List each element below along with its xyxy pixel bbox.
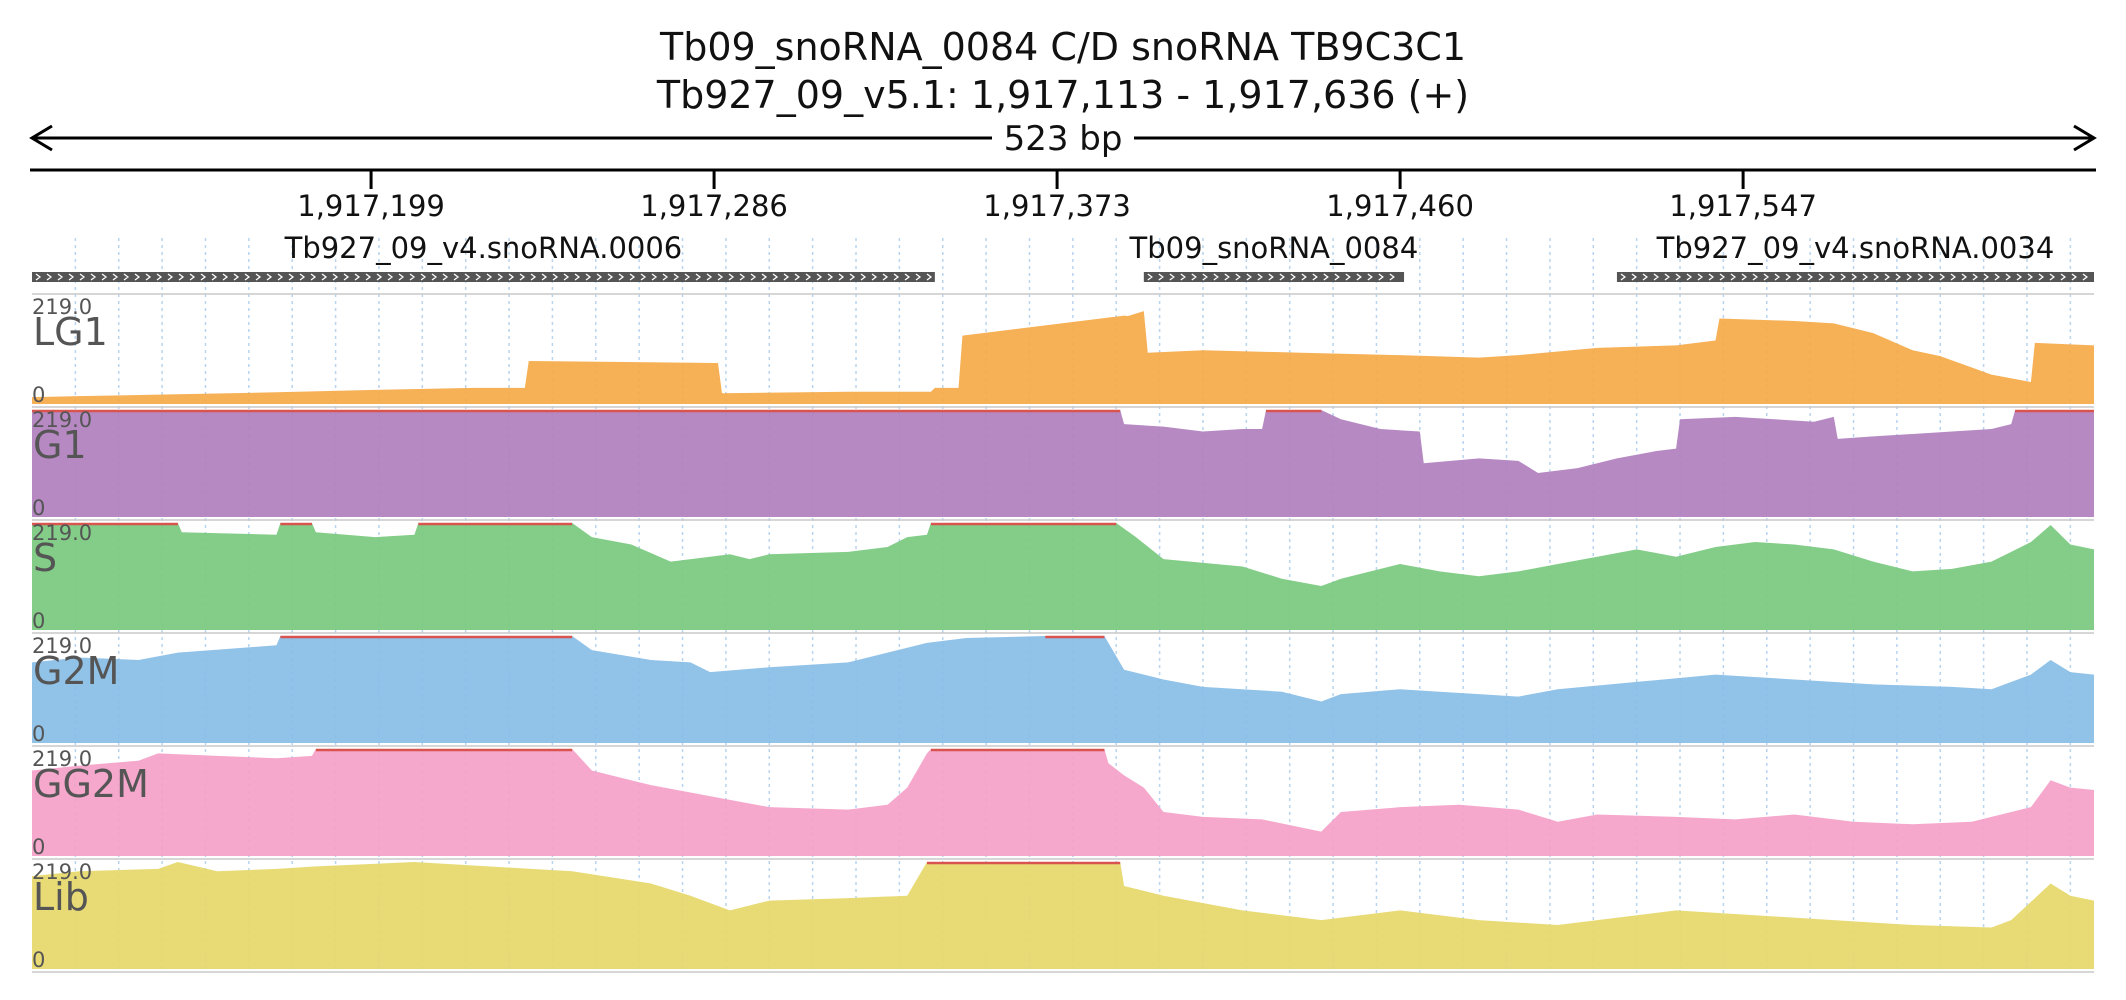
coverage-area <box>32 749 2094 856</box>
track-min-label: 0 <box>32 609 45 633</box>
coverage-area <box>32 523 2094 630</box>
span-arrow-left <box>29 124 53 152</box>
coverage-tracks: LG1219.00G1219.00S219.00G2M219.00GG2M219… <box>32 293 2094 973</box>
track-max-label: 219.0 <box>32 860 92 884</box>
feature-strand-arrows <box>1147 273 1395 281</box>
coverage-area <box>32 636 2094 743</box>
title-line-2: Tb927_09_v5.1: 1,917,113 - 1,917,636 (+) <box>656 73 1469 117</box>
feature-bar <box>1143 272 1405 282</box>
track-min-label: 0 <box>32 835 45 859</box>
feature-label: Tb927_09_v4.snoRNA.0034 <box>1656 231 2055 265</box>
span-arrow-right <box>2073 124 2097 152</box>
track-min-label: 0 <box>32 496 45 520</box>
track-max-label: 219.0 <box>32 634 92 658</box>
track-name: GG2M <box>33 762 149 806</box>
track-max-label: 219.0 <box>32 521 92 545</box>
span-indicator: 523 bp <box>29 119 2097 159</box>
feature-label: Tb927_09_v4.snoRNA.0006 <box>284 231 683 265</box>
track-name: LG1 <box>33 310 108 354</box>
feature-strand-arrows <box>1620 273 2089 281</box>
track-max-label: 219.0 <box>32 295 92 319</box>
feature-strand-arrows <box>35 273 933 281</box>
track-min-label: 0 <box>32 722 45 746</box>
coverage-area <box>32 862 2094 969</box>
coordinate-ticks: 1,917,199 1,917,286 1,917,373 1,917,460 1,91… <box>297 170 1817 223</box>
feature-track: Tb927_09_v4.snoRNA.0006 Tb09_snoRNA_0084 T… <box>32 231 2094 282</box>
axis-tick-label: 1,917,547 <box>1669 189 1817 223</box>
coverage-area <box>32 410 2094 517</box>
axis-tick-label: 1,917,373 <box>983 189 1131 223</box>
title-line-1: Tb09_snoRNA_0084 C/D snoRNA TB9C3C1 <box>659 25 1466 69</box>
track-min-label: 0 <box>32 948 45 972</box>
track-name: S <box>33 536 57 580</box>
track-max-label: 219.0 <box>32 408 92 432</box>
track-name: G1 <box>33 423 87 467</box>
track-name: G2M <box>33 649 119 693</box>
coverage-area <box>32 311 2094 404</box>
track-max-label: 219.0 <box>32 747 92 771</box>
axis-tick-label: 1,917,286 <box>640 189 788 223</box>
axis-tick-label: 1,917,460 <box>1326 189 1474 223</box>
span-length-label: 523 bp <box>1004 119 1123 159</box>
feature-label: Tb09_snoRNA_0084 <box>1129 231 1419 265</box>
axis-tick-label: 1,917,199 <box>297 189 445 223</box>
track-name: Lib <box>33 875 89 919</box>
track-min-label: 0 <box>32 383 45 407</box>
feature-bar <box>32 272 935 282</box>
